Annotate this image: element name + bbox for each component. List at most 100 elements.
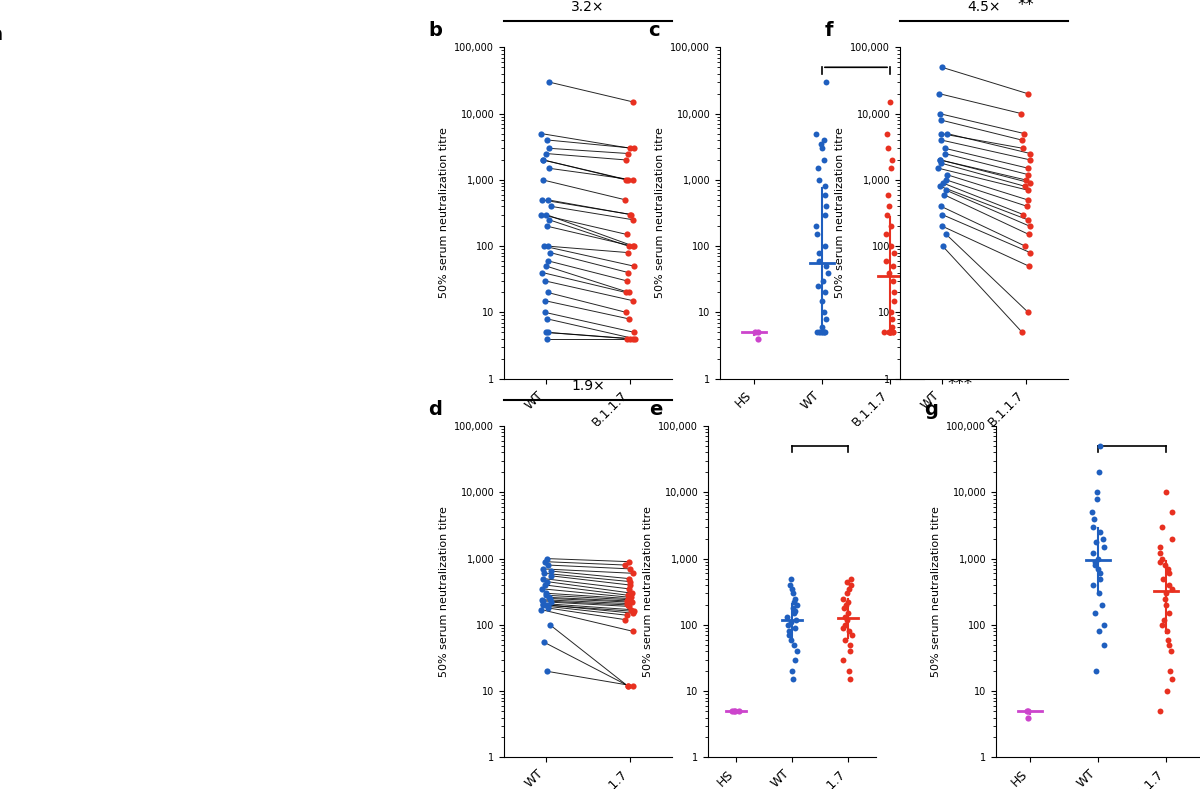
- Point: [1015, 240, 1034, 252]
- Point: [834, 593, 853, 605]
- Point: [880, 326, 899, 338]
- Point: [835, 602, 854, 615]
- Point: [1084, 578, 1103, 591]
- Point: [620, 578, 640, 591]
- Point: [749, 326, 768, 338]
- Point: [931, 127, 950, 140]
- Point: [533, 595, 552, 608]
- Point: [1012, 133, 1031, 146]
- Point: [625, 326, 644, 338]
- Point: [882, 312, 901, 325]
- Point: [533, 154, 552, 166]
- Point: [936, 174, 955, 186]
- Point: [535, 578, 554, 591]
- Point: [884, 326, 904, 338]
- Point: [779, 629, 798, 641]
- Point: [538, 332, 557, 345]
- Point: [624, 214, 643, 226]
- Point: [784, 638, 803, 651]
- Point: [809, 280, 828, 293]
- Point: [1086, 536, 1105, 548]
- Point: [782, 634, 802, 646]
- Point: [534, 636, 553, 649]
- Point: [812, 326, 832, 338]
- Point: [883, 326, 902, 338]
- Point: [1091, 439, 1110, 452]
- Point: [935, 148, 954, 160]
- Point: [880, 266, 899, 279]
- Point: [880, 200, 899, 212]
- Point: [835, 611, 854, 623]
- Y-axis label: 50% serum neutralization titre: 50% serum neutralization titre: [835, 128, 845, 298]
- Point: [617, 275, 636, 287]
- Point: [1019, 228, 1038, 241]
- Point: [1157, 599, 1176, 611]
- Point: [1087, 665, 1106, 678]
- Point: [1084, 521, 1103, 533]
- Point: [1162, 673, 1181, 686]
- Point: [812, 142, 832, 155]
- Point: [622, 604, 641, 616]
- Point: [839, 596, 858, 608]
- Point: [811, 137, 830, 150]
- Point: [616, 559, 635, 571]
- Point: [934, 177, 953, 189]
- Point: [532, 604, 551, 616]
- Point: [619, 555, 638, 568]
- Point: [786, 653, 805, 666]
- Point: [816, 189, 835, 201]
- Point: [623, 240, 642, 252]
- Point: [1018, 200, 1037, 212]
- Point: [538, 286, 557, 299]
- Point: [1163, 533, 1182, 545]
- Point: [619, 572, 638, 585]
- Point: [534, 154, 553, 166]
- Point: [782, 582, 802, 595]
- Point: [930, 180, 949, 193]
- Point: [533, 563, 552, 575]
- Text: 4.5×: 4.5×: [967, 0, 1001, 14]
- Point: [880, 326, 899, 338]
- Point: [616, 193, 635, 206]
- Point: [838, 613, 857, 626]
- Point: [834, 622, 853, 634]
- Point: [806, 127, 826, 140]
- Point: [815, 326, 834, 338]
- Point: [1160, 638, 1180, 651]
- Point: [624, 240, 643, 252]
- Point: [808, 228, 827, 241]
- Point: [806, 220, 826, 233]
- Point: [1160, 665, 1180, 678]
- Point: [809, 162, 828, 174]
- Point: [882, 240, 901, 252]
- Point: [540, 214, 559, 226]
- Point: [1019, 162, 1038, 174]
- Point: [1157, 486, 1176, 499]
- Point: [937, 228, 956, 241]
- Point: [1158, 563, 1177, 575]
- Point: [1151, 547, 1170, 559]
- Text: b: b: [428, 21, 443, 39]
- Point: [623, 596, 642, 608]
- Point: [539, 76, 558, 88]
- Point: [816, 326, 835, 338]
- Point: [535, 275, 554, 287]
- Point: [876, 228, 895, 241]
- Point: [618, 148, 637, 160]
- Point: [816, 76, 835, 88]
- Point: [535, 306, 554, 319]
- Point: [840, 673, 859, 686]
- Point: [1013, 326, 1032, 338]
- Point: [618, 595, 637, 608]
- Point: [534, 599, 553, 611]
- Point: [722, 705, 742, 717]
- Point: [538, 326, 557, 338]
- Point: [624, 142, 643, 155]
- Point: [1086, 607, 1105, 619]
- Point: [930, 154, 949, 166]
- Point: [532, 208, 551, 221]
- Point: [1082, 506, 1102, 518]
- Point: [1019, 168, 1038, 181]
- Point: [1019, 214, 1038, 226]
- Point: [536, 587, 556, 600]
